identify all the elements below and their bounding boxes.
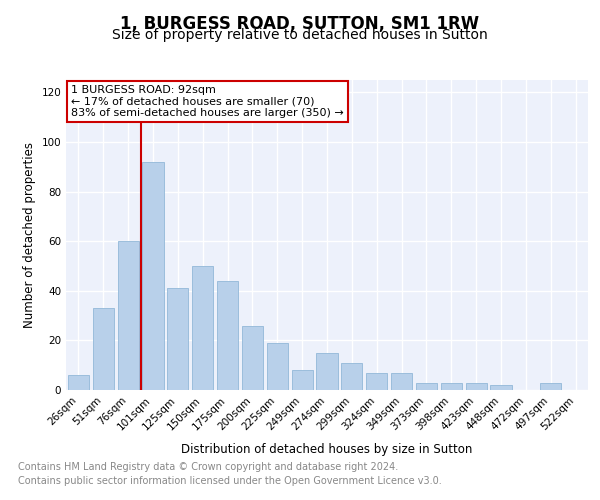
- Y-axis label: Number of detached properties: Number of detached properties: [23, 142, 36, 328]
- Bar: [366, 372, 387, 390]
- Bar: [242, 326, 263, 390]
- Bar: [118, 241, 139, 390]
- Text: Distribution of detached houses by size in Sutton: Distribution of detached houses by size …: [181, 442, 473, 456]
- Bar: [391, 372, 412, 390]
- Bar: [292, 370, 313, 390]
- Bar: [217, 281, 238, 390]
- Bar: [192, 266, 213, 390]
- Bar: [441, 382, 462, 390]
- Text: Contains public sector information licensed under the Open Government Licence v3: Contains public sector information licen…: [18, 476, 442, 486]
- Bar: [68, 375, 89, 390]
- Text: 1, BURGESS ROAD, SUTTON, SM1 1RW: 1, BURGESS ROAD, SUTTON, SM1 1RW: [121, 15, 479, 33]
- Text: Size of property relative to detached houses in Sutton: Size of property relative to detached ho…: [112, 28, 488, 42]
- Bar: [142, 162, 164, 390]
- Text: Contains HM Land Registry data © Crown copyright and database right 2024.: Contains HM Land Registry data © Crown c…: [18, 462, 398, 472]
- Bar: [341, 362, 362, 390]
- Bar: [316, 353, 338, 390]
- Bar: [540, 382, 561, 390]
- Bar: [416, 382, 437, 390]
- Bar: [267, 343, 288, 390]
- Bar: [490, 385, 512, 390]
- Text: 1 BURGESS ROAD: 92sqm
← 17% of detached houses are smaller (70)
83% of semi-deta: 1 BURGESS ROAD: 92sqm ← 17% of detached …: [71, 84, 344, 118]
- Bar: [466, 382, 487, 390]
- Bar: [93, 308, 114, 390]
- Bar: [167, 288, 188, 390]
